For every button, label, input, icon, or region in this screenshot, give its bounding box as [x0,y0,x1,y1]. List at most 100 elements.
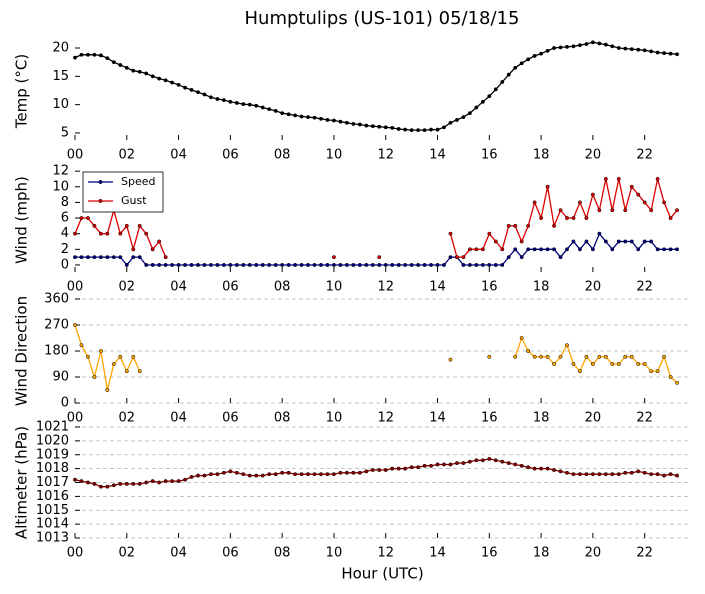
x-tick-label: 04 [170,280,187,295]
x-tick-label: 16 [481,280,498,295]
data-point [111,255,116,260]
data-point [519,61,524,66]
data-point [137,481,142,486]
data-point [403,263,408,267]
y-tick-label: 0 [61,257,69,272]
data-point [571,44,576,49]
data-point [338,470,343,475]
data-point [377,468,382,472]
data-point [513,354,518,359]
data-point [254,473,259,478]
data-point [370,468,375,472]
data-point [539,354,544,359]
data-point [92,375,97,379]
y-tick-label: 180 [44,344,69,359]
data-point [137,223,142,228]
data-point [331,255,336,260]
data-point [552,46,557,50]
data-point [357,470,362,475]
data-point [202,92,207,97]
data-point [98,484,103,489]
data-point [571,216,576,220]
data-point [597,472,602,477]
data-point [286,470,291,475]
data-point [629,354,634,359]
data-point [98,255,103,260]
data-point [183,85,188,90]
data-point [234,470,239,475]
data-point [319,472,323,477]
data-point [487,231,492,236]
data-point [234,263,239,267]
data-point [545,247,550,252]
x-tick-label: 20 [585,546,602,561]
data-point [319,263,323,267]
data-point [228,99,233,104]
data-point [539,247,544,252]
data-point [623,239,628,244]
data-point [409,128,414,133]
data-point [144,263,149,267]
data-point [571,362,576,366]
data-point [629,184,634,189]
data-point [584,216,589,220]
data-point [286,263,291,267]
data-point [454,117,459,122]
x-tick-label: 20 [585,411,602,426]
data-point [642,48,647,53]
data-point [655,472,660,477]
data-point [92,481,97,486]
data-point [662,200,667,205]
x-tick-label: 12 [377,411,394,426]
data-point [513,65,518,70]
data-point [409,465,414,470]
data-point [629,239,634,244]
data-point [558,469,563,474]
data-point [267,107,272,112]
data-point [662,473,667,478]
x-tick-label: 18 [533,411,550,426]
data-point [383,263,388,267]
data-point [422,263,427,267]
data-point [532,247,537,252]
data-point [539,216,544,220]
data-point [260,105,265,110]
x-tick-label: 04 [170,411,187,426]
data-point [221,263,226,267]
data-point [480,99,485,104]
data-point [85,354,90,359]
data-point [623,354,628,359]
data-point [273,108,278,113]
data-point [655,50,660,55]
data-point [260,473,265,478]
data-point [150,74,155,79]
data-point [105,484,110,489]
data-point [590,247,595,252]
data-point [254,103,259,108]
x-tick-label: 10 [326,280,343,295]
data-point [461,115,466,120]
data-point [221,98,226,103]
data-point [532,354,537,359]
data-point [636,469,641,474]
x-tick-label: 10 [326,148,343,163]
data-point [150,479,155,484]
x-tick-label: 16 [481,546,498,561]
data-point [584,42,589,46]
data-point [280,111,285,116]
data-point [558,45,563,50]
data-point [590,472,595,477]
data-point [92,52,97,57]
data-point [467,111,472,116]
data-point [351,263,356,267]
data-point [474,458,479,463]
data-point [228,469,233,474]
data-point [435,462,440,467]
x-tick-label: 08 [274,280,291,295]
data-point [247,473,252,478]
data-point [260,263,265,267]
data-point [137,255,142,260]
y-tick-label: 90 [52,370,69,385]
data-point [461,263,466,267]
data-point [584,354,589,359]
